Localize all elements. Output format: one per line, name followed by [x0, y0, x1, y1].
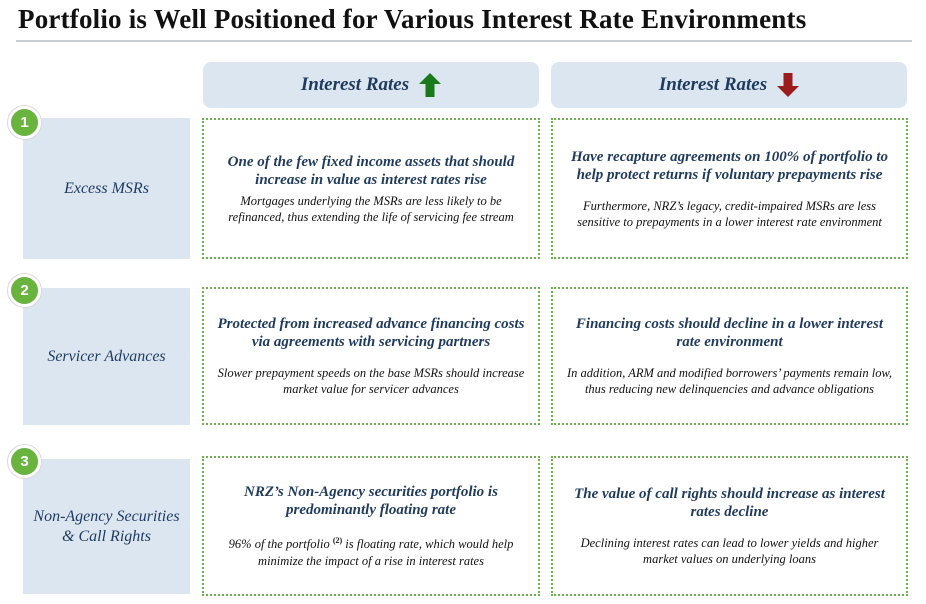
title-divider — [16, 40, 912, 42]
cell-headline: NRZ’s Non-Agency securities portfolio is… — [244, 484, 498, 519]
cell-body-after: is floating rate, which would help minim… — [258, 537, 514, 568]
cell-body: Slower prepayment speeds on the base MSR… — [217, 366, 525, 396]
cell-excess-msrs-rates-up: One of the few fixed income assets that … — [202, 118, 540, 259]
column-header-rates-up: Interest Rates — [203, 62, 539, 108]
cell-excess-msrs-rates-down: Have recapture agreements on 100% of por… — [551, 118, 908, 259]
row-label-servicer-advances: Servicer Advances — [23, 288, 190, 425]
row-number-badge: 2 — [8, 274, 41, 307]
cell-body-before: 96% of the portfolio — [228, 537, 330, 552]
cell-body: 96% of the portfolio (2) is floating rat… — [214, 533, 528, 568]
cell-body: In addition, ARM and modified borrowers’… — [567, 366, 892, 396]
cell-headline: The value of call rights should increase… — [574, 486, 885, 520]
cell-body: Declining interest rates can lead to low… — [580, 536, 879, 566]
cell-non-agency-rates-down: The value of call rights should increase… — [551, 456, 908, 596]
footnote-marker: (2) — [332, 536, 343, 546]
row-label-non-agency-securities: Non-Agency Securities & Call Rights — [23, 459, 190, 594]
cell-headline: Have recapture agreements on 100% of por… — [570, 148, 889, 183]
row-number-badge: 3 — [8, 445, 41, 478]
cell-body: Mortgages underlying the MSRs are less l… — [228, 193, 514, 224]
column-header-label: Interest Rates — [658, 74, 768, 95]
cell-headline: One of the few fixed income assets that … — [227, 153, 515, 188]
cell-servicer-advances-rates-up: Protected from increased advance financi… — [202, 287, 540, 425]
cell-body: Furthermore, NRZ’s legacy, credit-impair… — [577, 198, 882, 229]
column-header-label: Interest Rates — [300, 74, 410, 95]
column-header-rates-down: Interest Rates — [551, 62, 907, 108]
cell-non-agency-rates-up: NRZ’s Non-Agency securities portfolio is… — [202, 456, 540, 596]
row-number-badge: 1 — [8, 106, 41, 139]
cell-headline: Protected from increased advance financi… — [217, 316, 525, 350]
page-title: Portfolio is Well Positioned for Various… — [18, 4, 807, 34]
cell-headline: Financing costs should decline in a lowe… — [575, 316, 884, 350]
row-label-excess-msrs: Excess MSRs — [23, 118, 190, 259]
up-arrow-icon — [419, 73, 442, 97]
down-arrow-icon — [777, 73, 800, 97]
cell-servicer-advances-rates-down: Financing costs should decline in a lowe… — [551, 287, 908, 425]
row-label-text: Non-Agency Securities & Call Rights — [33, 507, 180, 545]
